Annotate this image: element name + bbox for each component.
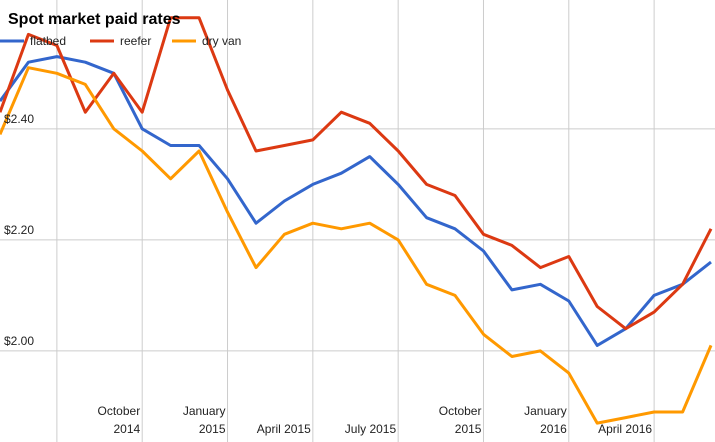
legend-label: flatbed — [30, 34, 66, 48]
x-tick-label: October 2014 — [98, 404, 141, 436]
legend-label: dry van — [202, 34, 241, 48]
legend-label: reefer — [120, 34, 151, 48]
x-tick-label: October 2015 — [439, 404, 482, 436]
x-tick-label: April 2015 — [257, 422, 311, 436]
series-line — [0, 66, 713, 425]
series-line — [0, 16, 713, 331]
y-tick-label: $2.00 — [4, 334, 34, 348]
x-tick-label: April 2016 — [598, 422, 652, 436]
legend: flatbed reefer dry van — [0, 34, 241, 48]
labels: $2.00 $2.20 $2.40 October 2014 January 2015 Apr… — [4, 112, 652, 436]
plot — [0, 16, 713, 425]
y-tick-label: $2.20 — [4, 223, 34, 237]
y-tick-label: $2.40 — [4, 112, 34, 126]
series-line — [0, 55, 712, 347]
x-tick-label: July 2015 — [345, 422, 397, 436]
chart-title: Spot market paid rates — [8, 11, 181, 28]
x-tick-label: January 2016 — [524, 404, 567, 436]
x-tick-label: January 2015 — [183, 404, 226, 436]
